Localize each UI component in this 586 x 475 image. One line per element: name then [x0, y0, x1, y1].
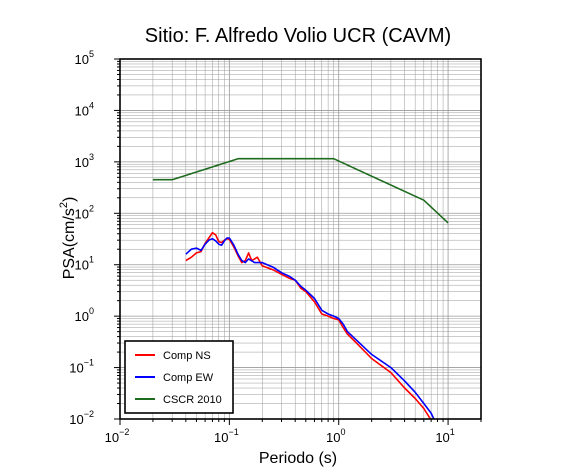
chart-title: Sitio: F. Alfredo Volio UCR (CAVM) — [145, 25, 451, 47]
plot-frame — [119, 58, 482, 420]
legend-label: Comp NS — [163, 350, 211, 362]
ticks — [114, 58, 482, 425]
legend-label: Comp EW — [163, 372, 214, 384]
y-axis-title-base: PSA(cm/s — [61, 208, 78, 279]
x-tick-label: 101 — [435, 427, 454, 445]
y-axis-title-tail: ) — [61, 197, 78, 202]
tick-labels: 10−2 10−1 100 101 10−2 10−1 100 101 102 103 104 105 — [69, 49, 455, 445]
x-tick-label: 10−1 — [214, 427, 239, 445]
series-line-1 — [185, 237, 435, 419]
legend: Comp NS Comp EW CSCR 2010 — [124, 340, 234, 414]
series-line-2 — [152, 157, 449, 224]
grid — [119, 58, 482, 420]
y-tick-label: 100 — [75, 306, 94, 324]
y-tick-label: 103 — [75, 152, 94, 170]
y-axis-title: PSA(cm/s2) — [58, 197, 78, 280]
y-tick-label: 104 — [75, 100, 94, 118]
y-tick-label: 101 — [75, 255, 94, 273]
x-tick-label: 10−2 — [105, 427, 130, 445]
series-line-0 — [185, 231, 432, 419]
series-layer — [152, 157, 449, 419]
y-tick-label: 102 — [75, 203, 94, 221]
x-tick-label: 100 — [326, 427, 345, 445]
x-axis-title: Periodo (s) — [259, 450, 337, 467]
y-axis-title-sup: 2 — [58, 202, 70, 208]
y-tick-label: 10−2 — [69, 409, 94, 427]
y-tick-label: 105 — [75, 49, 94, 67]
legend-label: CSCR 2010 — [163, 394, 222, 406]
y-tick-label: 10−1 — [69, 358, 94, 376]
